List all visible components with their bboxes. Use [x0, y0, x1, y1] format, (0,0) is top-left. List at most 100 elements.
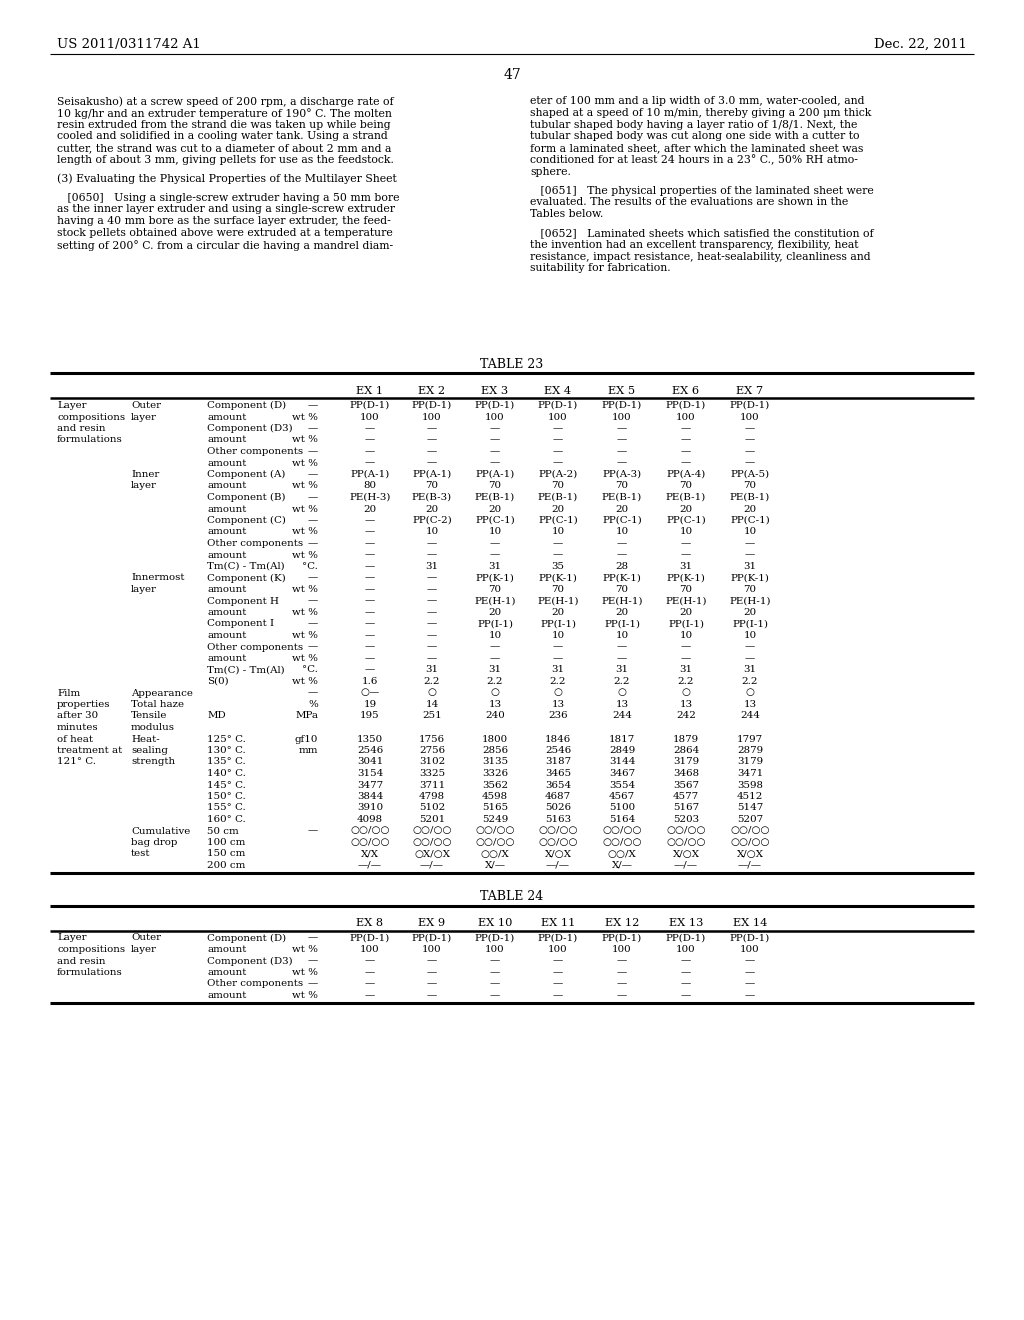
Text: EX 1: EX 1 — [356, 385, 384, 396]
Text: —: — — [427, 643, 437, 652]
Text: —: — — [427, 585, 437, 594]
Text: PP(K-1): PP(K-1) — [730, 573, 769, 582]
Text: —: — — [427, 957, 437, 965]
Text: [0652]   Laminated sheets which satisfied the constitution of: [0652] Laminated sheets which satisfied … — [530, 228, 873, 238]
Text: [0650]   Using a single-screw extruder having a 50 mm bore: [0650] Using a single-screw extruder hav… — [57, 193, 399, 202]
Text: —: — — [365, 968, 375, 977]
Text: —: — — [681, 643, 691, 652]
Text: —: — — [681, 539, 691, 548]
Text: —: — — [308, 826, 318, 836]
Text: 150 cm: 150 cm — [207, 850, 246, 858]
Text: 3562: 3562 — [482, 780, 508, 789]
Text: Dec. 22, 2011: Dec. 22, 2011 — [874, 38, 967, 51]
Text: 20: 20 — [680, 609, 692, 616]
Text: —: — — [616, 447, 627, 455]
Text: —: — — [365, 609, 375, 616]
Text: PP(A-2): PP(A-2) — [539, 470, 578, 479]
Text: —: — — [681, 968, 691, 977]
Text: 3910: 3910 — [357, 804, 383, 813]
Text: resistance, impact resistance, heat-sealability, cleanliness and: resistance, impact resistance, heat-seal… — [530, 252, 870, 261]
Text: —: — — [308, 933, 318, 942]
Text: 31: 31 — [488, 665, 502, 675]
Text: PE(H-1): PE(H-1) — [729, 597, 771, 606]
Text: 20: 20 — [488, 609, 502, 616]
Text: ○○/○○: ○○/○○ — [602, 838, 642, 847]
Text: PP(A-3): PP(A-3) — [602, 470, 642, 479]
Text: PP(D-1): PP(D-1) — [350, 933, 390, 942]
Text: —: — — [308, 539, 318, 548]
Text: bag drop: bag drop — [131, 838, 177, 847]
Text: wt %: wt % — [292, 653, 318, 663]
Text: 70: 70 — [615, 585, 629, 594]
Text: —: — — [616, 424, 627, 433]
Text: —: — — [365, 528, 375, 536]
Text: X/○X: X/○X — [736, 850, 764, 858]
Text: —: — — [744, 968, 755, 977]
Text: —: — — [365, 516, 375, 525]
Text: ○○/○○: ○○/○○ — [667, 838, 706, 847]
Text: —: — — [308, 401, 318, 411]
Text: 3179: 3179 — [673, 758, 699, 767]
Text: wt %: wt % — [292, 945, 318, 954]
Text: PP(C-1): PP(C-1) — [667, 516, 706, 525]
Text: 100 cm: 100 cm — [207, 838, 246, 847]
Text: amount: amount — [207, 991, 247, 1001]
Text: —: — — [553, 653, 563, 663]
Text: 2849: 2849 — [609, 746, 635, 755]
Text: 13: 13 — [680, 700, 692, 709]
Text: —: — — [365, 597, 375, 606]
Text: PE(H-1): PE(H-1) — [666, 597, 707, 606]
Text: —: — — [681, 979, 691, 989]
Text: amount: amount — [207, 550, 247, 560]
Text: —: — — [744, 643, 755, 652]
Text: 50 cm: 50 cm — [207, 826, 239, 836]
Text: 47: 47 — [503, 69, 521, 82]
Text: 31: 31 — [552, 665, 564, 675]
Text: —: — — [427, 539, 437, 548]
Text: ○○/○○: ○○/○○ — [730, 838, 770, 847]
Text: PP(C-1): PP(C-1) — [730, 516, 770, 525]
Text: suitability for fabrication.: suitability for fabrication. — [530, 264, 671, 273]
Text: (3) Evaluating the Physical Properties of the Multilayer Sheet: (3) Evaluating the Physical Properties o… — [57, 174, 396, 185]
Text: mm: mm — [299, 746, 318, 755]
Text: —: — — [365, 458, 375, 467]
Text: —: — — [616, 539, 627, 548]
Text: 100: 100 — [548, 945, 568, 954]
Text: wt %: wt % — [292, 609, 318, 616]
Text: Other components: Other components — [207, 447, 303, 455]
Text: ○: ○ — [490, 689, 500, 697]
Text: Cumulative: Cumulative — [131, 826, 190, 836]
Text: 3468: 3468 — [673, 770, 699, 777]
Text: Total haze: Total haze — [131, 700, 184, 709]
Text: amount: amount — [207, 504, 247, 513]
Text: —: — — [616, 550, 627, 560]
Text: 20: 20 — [615, 504, 629, 513]
Text: PP(K-1): PP(K-1) — [539, 573, 578, 582]
Text: ○—: ○— — [360, 689, 380, 697]
Text: 10: 10 — [425, 528, 438, 536]
Text: 130° C.: 130° C. — [207, 746, 246, 755]
Text: PP(D-1): PP(D-1) — [475, 933, 515, 942]
Text: —: — — [427, 424, 437, 433]
Text: 14: 14 — [425, 700, 438, 709]
Text: EX 9: EX 9 — [419, 919, 445, 928]
Text: PE(B-1): PE(B-1) — [666, 492, 707, 502]
Text: —: — — [553, 539, 563, 548]
Text: PE(B-3): PE(B-3) — [412, 492, 452, 502]
Text: 100: 100 — [485, 945, 505, 954]
Text: 1.6: 1.6 — [361, 677, 378, 686]
Text: —: — — [616, 957, 627, 965]
Text: 28: 28 — [615, 562, 629, 572]
Text: ○○/○○: ○○/○○ — [413, 838, 452, 847]
Text: PP(A-1): PP(A-1) — [413, 470, 452, 479]
Text: 19: 19 — [364, 700, 377, 709]
Text: 5167: 5167 — [673, 804, 699, 813]
Text: PP(A-1): PP(A-1) — [350, 470, 389, 479]
Text: 31: 31 — [488, 562, 502, 572]
Text: formulations: formulations — [57, 968, 123, 977]
Text: 244: 244 — [740, 711, 760, 721]
Text: amount: amount — [207, 968, 247, 977]
Text: 20: 20 — [552, 609, 564, 616]
Text: —: — — [489, 643, 500, 652]
Text: —: — — [616, 991, 627, 1001]
